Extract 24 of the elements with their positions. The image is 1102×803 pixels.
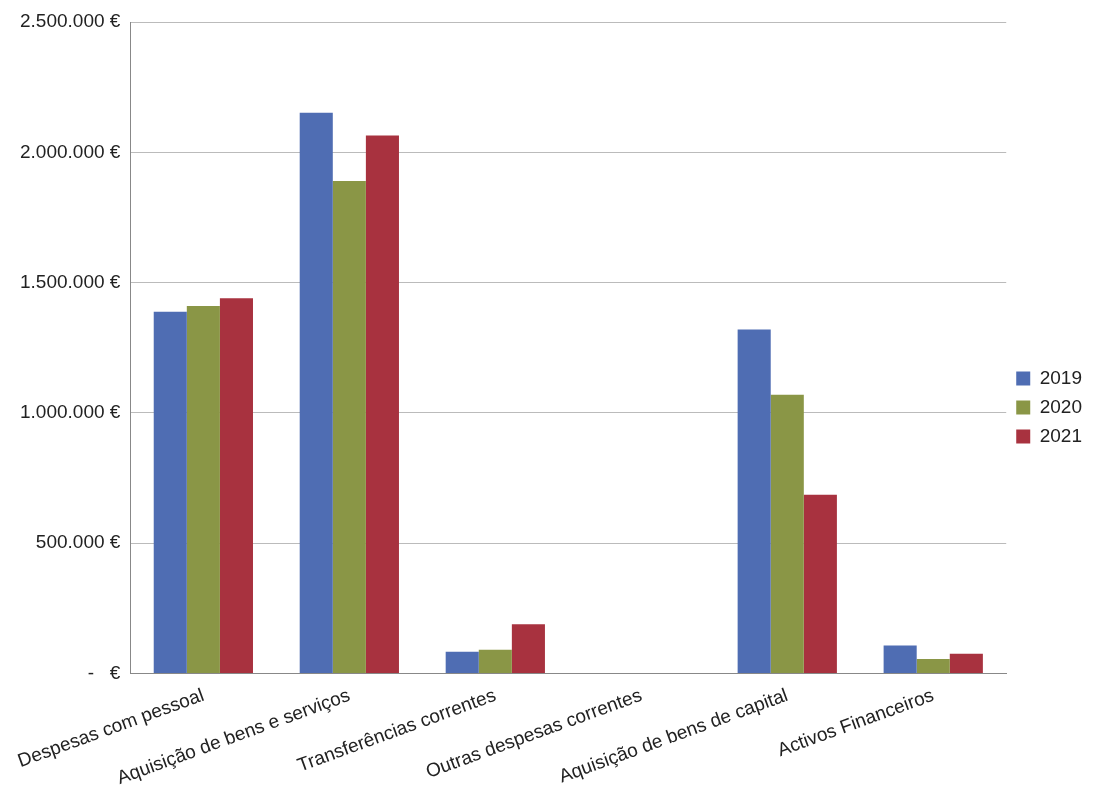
bar bbox=[219, 298, 253, 673]
bar bbox=[445, 651, 479, 673]
bar bbox=[186, 306, 220, 673]
bar bbox=[949, 653, 983, 673]
y-tick-label: 500.000 € bbox=[35, 531, 121, 553]
y-tick-label: 2.000.000 € bbox=[20, 140, 121, 162]
bar bbox=[511, 624, 545, 673]
bar bbox=[153, 311, 187, 673]
bar bbox=[365, 135, 399, 673]
y-tick-label: - € bbox=[87, 661, 121, 683]
bar bbox=[332, 180, 366, 673]
bar bbox=[883, 645, 917, 673]
bar bbox=[770, 394, 804, 673]
bar bbox=[478, 649, 512, 673]
y-tick-label: 2.500.000 € bbox=[20, 10, 121, 32]
y-tick-label: 1.500.000 € bbox=[20, 270, 121, 292]
legend-label: 2019 bbox=[1039, 366, 1083, 388]
bar bbox=[299, 112, 333, 673]
legend-label: 2020 bbox=[1039, 395, 1083, 417]
bar bbox=[737, 329, 771, 673]
bar bbox=[916, 659, 950, 673]
y-tick-label: 1.000.000 € bbox=[20, 401, 121, 423]
legend-label: 2021 bbox=[1039, 424, 1083, 446]
bar bbox=[803, 494, 837, 673]
